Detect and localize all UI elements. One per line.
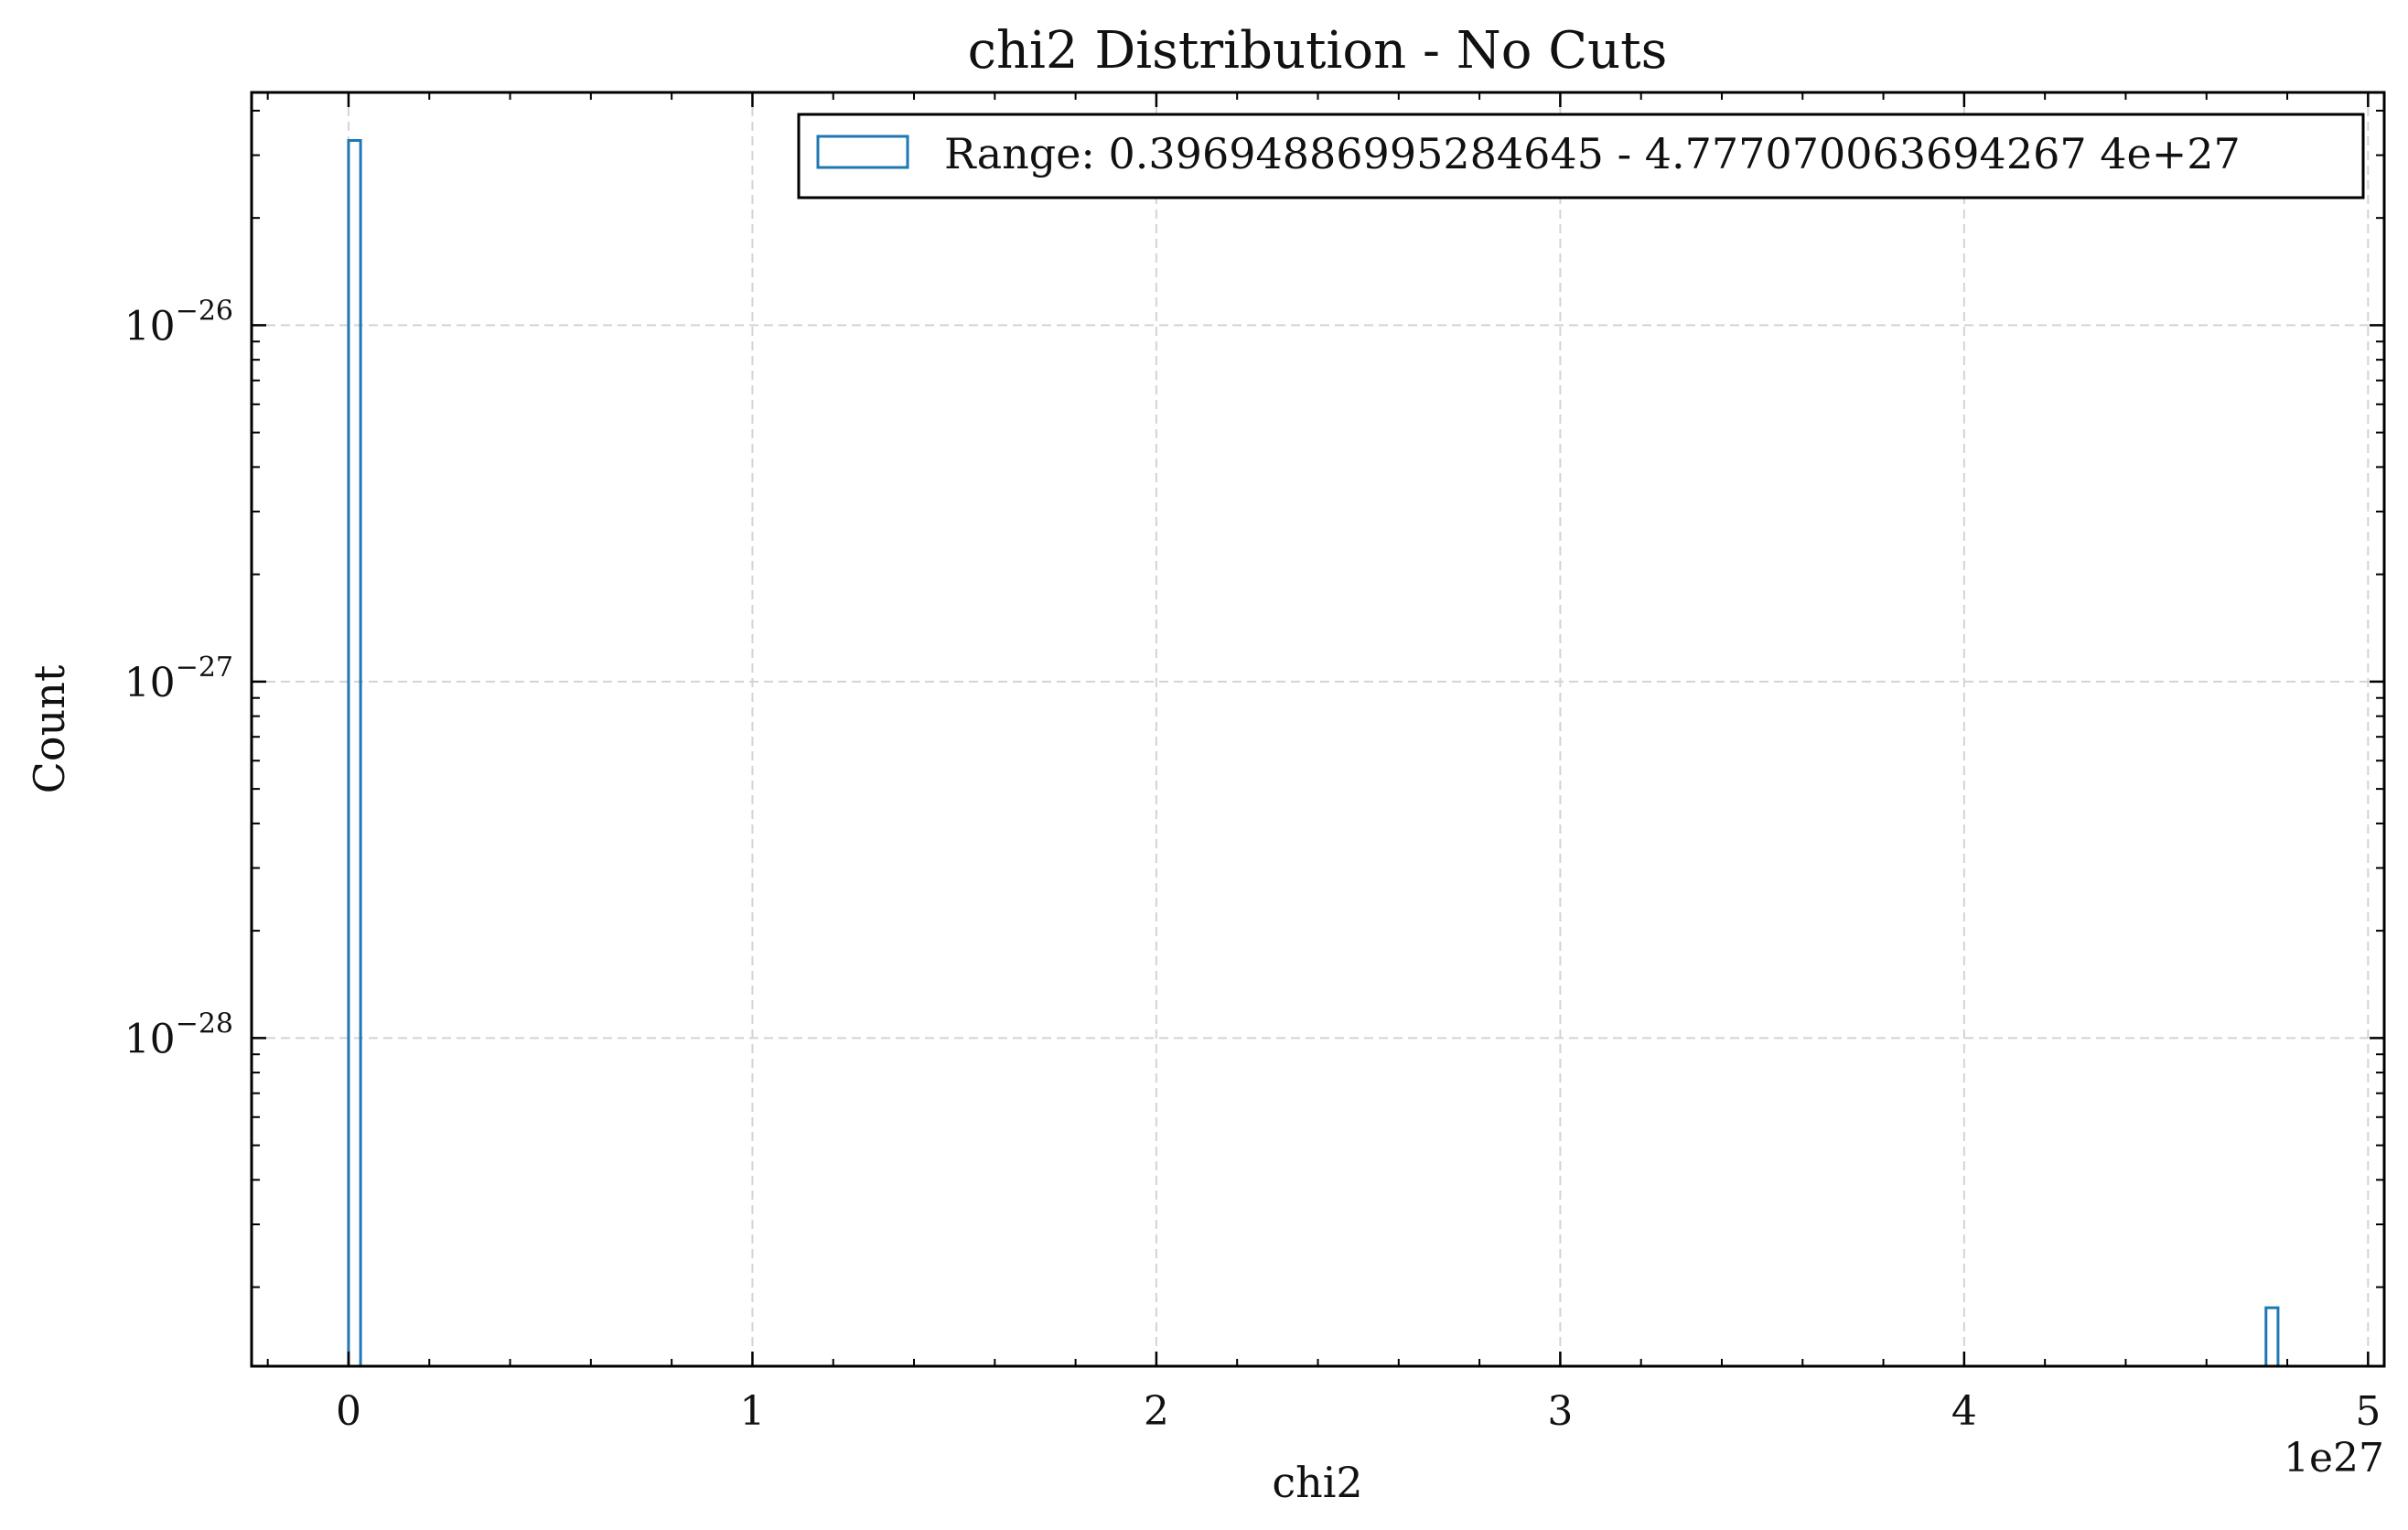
histogram-bar — [347, 138, 362, 1366]
chart-title: chi2 Distribution - No Cuts — [968, 21, 1668, 81]
y-tick-label: 10−26 — [124, 295, 233, 350]
ticks-layer: 0 1 2 3 4 5 10−26 10−27 10−28 — [124, 92, 2384, 1435]
x-tick-label: 3 — [1547, 1388, 1573, 1435]
x-axis-offset-label: 1e27 — [2284, 1435, 2384, 1482]
y-tick-label: 10−27 — [124, 652, 233, 706]
legend-entry-label: Range: 0.39694886995284645 - 4.777070063… — [944, 129, 2241, 178]
x-tick-label: 0 — [336, 1388, 361, 1435]
grid-layer — [252, 92, 2384, 1366]
legend: Range: 0.39694886995284645 - 4.777070063… — [797, 113, 2365, 199]
y-axis-label: Count — [25, 664, 74, 793]
legend-box — [797, 113, 2365, 199]
histogram-bar — [2264, 1306, 2280, 1366]
x-tick-label: 2 — [1144, 1388, 1169, 1435]
x-tick-label: 1 — [739, 1388, 765, 1435]
y-tick-label: 10−28 — [124, 1007, 233, 1062]
x-tick-label: 4 — [1951, 1388, 1977, 1435]
histogram-bars — [347, 138, 2280, 1366]
plot-frame — [250, 91, 2386, 1368]
x-tick-label: 5 — [2355, 1388, 2381, 1435]
x-axis-label: chi2 — [1272, 1458, 1362, 1507]
legend-swatch — [816, 135, 909, 169]
